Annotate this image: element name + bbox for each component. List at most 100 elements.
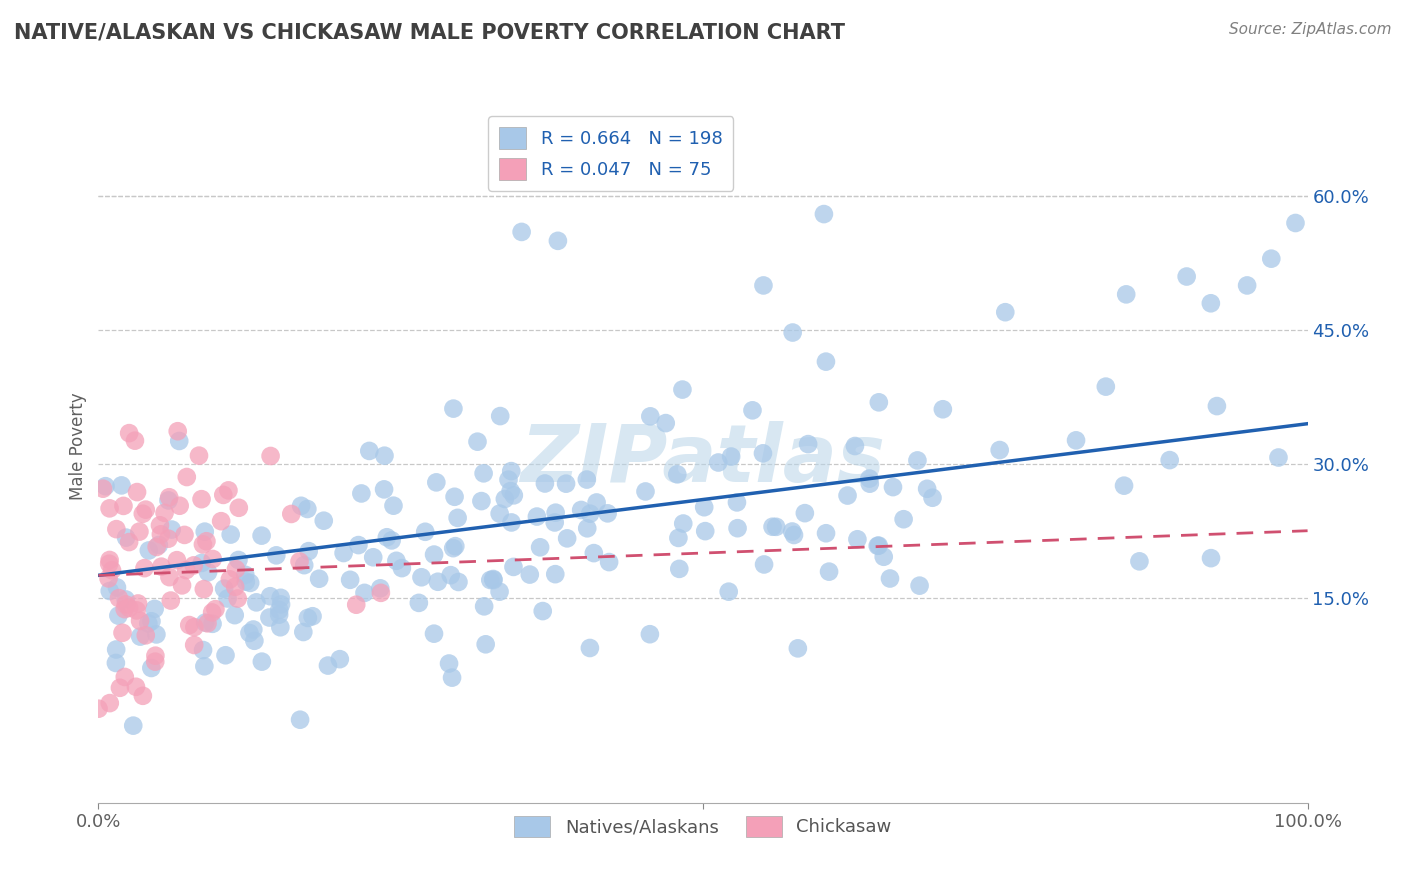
Point xyxy=(266,549,288,563)
Point xyxy=(129,614,152,628)
Point xyxy=(531,604,554,618)
Point xyxy=(125,603,148,617)
Point xyxy=(105,522,128,536)
Point xyxy=(638,627,661,641)
Point xyxy=(128,524,150,539)
Point xyxy=(212,582,235,596)
Point xyxy=(245,595,267,609)
Point xyxy=(301,609,323,624)
Point xyxy=(250,528,273,542)
Point xyxy=(166,553,188,567)
Point xyxy=(717,584,740,599)
Point xyxy=(1267,450,1289,465)
Point xyxy=(149,527,172,541)
Point xyxy=(288,713,311,727)
Point xyxy=(136,616,159,631)
Point xyxy=(153,506,176,520)
Point xyxy=(727,521,749,535)
Point xyxy=(1115,287,1137,301)
Point xyxy=(101,563,124,577)
Point xyxy=(118,600,141,615)
Point xyxy=(157,570,180,584)
Point xyxy=(98,501,121,516)
Point xyxy=(98,557,121,571)
Point xyxy=(671,383,693,397)
Point xyxy=(544,506,567,520)
Point xyxy=(858,472,880,486)
Point xyxy=(197,616,219,631)
Point xyxy=(201,606,224,620)
Point xyxy=(818,565,841,579)
Point xyxy=(707,455,730,469)
Point xyxy=(1284,216,1306,230)
Point xyxy=(472,599,495,614)
Point xyxy=(108,591,131,606)
Point xyxy=(114,670,136,684)
Point xyxy=(598,555,620,569)
Point xyxy=(368,582,391,596)
Point xyxy=(292,625,315,640)
Point xyxy=(176,470,198,484)
Point xyxy=(105,581,128,595)
Point xyxy=(174,563,197,577)
Point xyxy=(725,495,748,509)
Point xyxy=(1206,399,1229,413)
Point xyxy=(350,486,373,500)
Point xyxy=(148,538,170,552)
Point xyxy=(110,478,132,492)
Point xyxy=(132,689,155,703)
Point xyxy=(752,446,775,460)
Point xyxy=(98,553,121,567)
Point xyxy=(159,593,181,607)
Point xyxy=(994,305,1017,319)
Point xyxy=(201,552,224,566)
Point xyxy=(115,531,138,545)
Point xyxy=(270,598,292,612)
Point xyxy=(91,482,114,496)
Point xyxy=(312,514,335,528)
Point xyxy=(423,626,446,640)
Point xyxy=(188,449,211,463)
Point xyxy=(242,623,264,637)
Point xyxy=(145,627,167,641)
Point xyxy=(381,533,404,548)
Point xyxy=(183,620,205,634)
Point xyxy=(576,521,599,535)
Point xyxy=(467,434,489,449)
Point xyxy=(411,570,433,584)
Point xyxy=(145,648,167,663)
Y-axis label: Male Poverty: Male Poverty xyxy=(69,392,87,500)
Point xyxy=(114,592,136,607)
Point xyxy=(235,574,257,589)
Point xyxy=(488,584,510,599)
Point xyxy=(87,702,110,716)
Point xyxy=(1175,269,1198,284)
Text: NATIVE/ALASKAN VS CHICKASAW MALE POVERTY CORRELATION CHART: NATIVE/ALASKAN VS CHICKASAW MALE POVERTY… xyxy=(14,22,845,42)
Point xyxy=(499,484,522,499)
Point xyxy=(797,437,820,451)
Point xyxy=(482,573,505,587)
Point xyxy=(132,507,155,521)
Point xyxy=(569,503,592,517)
Point xyxy=(873,549,896,564)
Point xyxy=(544,567,567,582)
Point xyxy=(426,574,449,589)
Point xyxy=(107,608,129,623)
Point xyxy=(288,554,311,568)
Point xyxy=(134,561,156,575)
Point xyxy=(470,494,492,508)
Point xyxy=(640,409,662,424)
Point xyxy=(145,540,167,554)
Point xyxy=(425,475,447,490)
Point xyxy=(765,520,787,534)
Point xyxy=(526,509,548,524)
Point xyxy=(882,480,904,494)
Point xyxy=(859,476,882,491)
Point xyxy=(160,523,183,537)
Point xyxy=(308,572,330,586)
Point xyxy=(280,507,302,521)
Point xyxy=(1128,554,1150,568)
Point xyxy=(375,530,398,544)
Point xyxy=(988,443,1011,458)
Point xyxy=(224,608,246,623)
